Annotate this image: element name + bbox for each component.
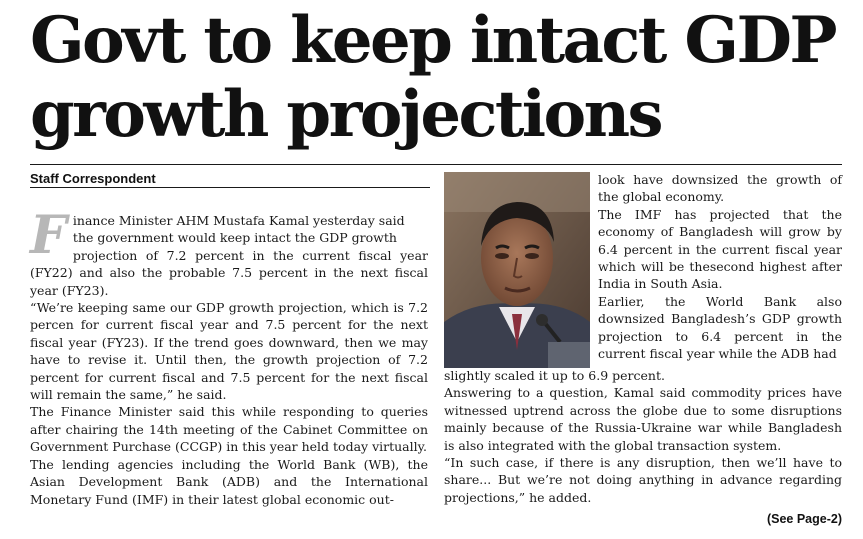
right-column: look have downsized the growth of the gl… bbox=[598, 171, 842, 362]
byline: Staff Correspondent bbox=[30, 171, 156, 186]
lead-line-1: inance Minister AHM Mustafa Kamal yester… bbox=[72, 213, 405, 228]
dropcap: F bbox=[30, 205, 67, 266]
portrait-image bbox=[444, 172, 590, 368]
wide-paragraph-2: Answering to a question, Kamal said comm… bbox=[444, 385, 842, 453]
lead-rest: (FY22) and also the probable 7.5 percent… bbox=[30, 265, 428, 298]
left-paragraph-2: “We’re keeping same our GDP growth proje… bbox=[30, 300, 428, 403]
wide-paragraph-3: “In such case, if there is any disruptio… bbox=[444, 455, 842, 505]
headline: Govt to keep intact GDP growth projectio… bbox=[30, 4, 850, 152]
headline-line-1: Govt to keep intact GDP bbox=[30, 3, 837, 78]
left-paragraph-1: inance Minister AHM Mustafa Kamal yester… bbox=[30, 212, 428, 299]
right-paragraph-1: look have downsized the growth of the gl… bbox=[598, 172, 842, 205]
left-column: F inance Minister AHM Mustafa Kamal yest… bbox=[30, 205, 428, 508]
headline-rule bbox=[30, 164, 842, 165]
left-paragraph-3: The Finance Minister said this while res… bbox=[30, 404, 428, 455]
minister-photo bbox=[444, 172, 590, 368]
lead-line-3: projection of 7.2 percent in the current… bbox=[72, 247, 428, 263]
right-paragraph-2: The IMF has projected that the economy o… bbox=[598, 206, 842, 292]
lead-line-2: the government would keep intact the GDP… bbox=[72, 230, 397, 246]
see-page-link[interactable]: (See Page-2) bbox=[766, 512, 842, 526]
wide-paragraph-1: slightly scaled it up to 6.9 percent. bbox=[444, 368, 665, 383]
right-paragraph-3: Earlier, the World Bank also downsized B… bbox=[598, 293, 842, 362]
continuation-column: slightly scaled it up to 6.9 percent. An… bbox=[444, 367, 842, 506]
headline-line-2: growth projections bbox=[30, 77, 664, 152]
left-paragraph-4: The lending agencies including the World… bbox=[30, 456, 428, 507]
byline-rule bbox=[30, 187, 430, 188]
